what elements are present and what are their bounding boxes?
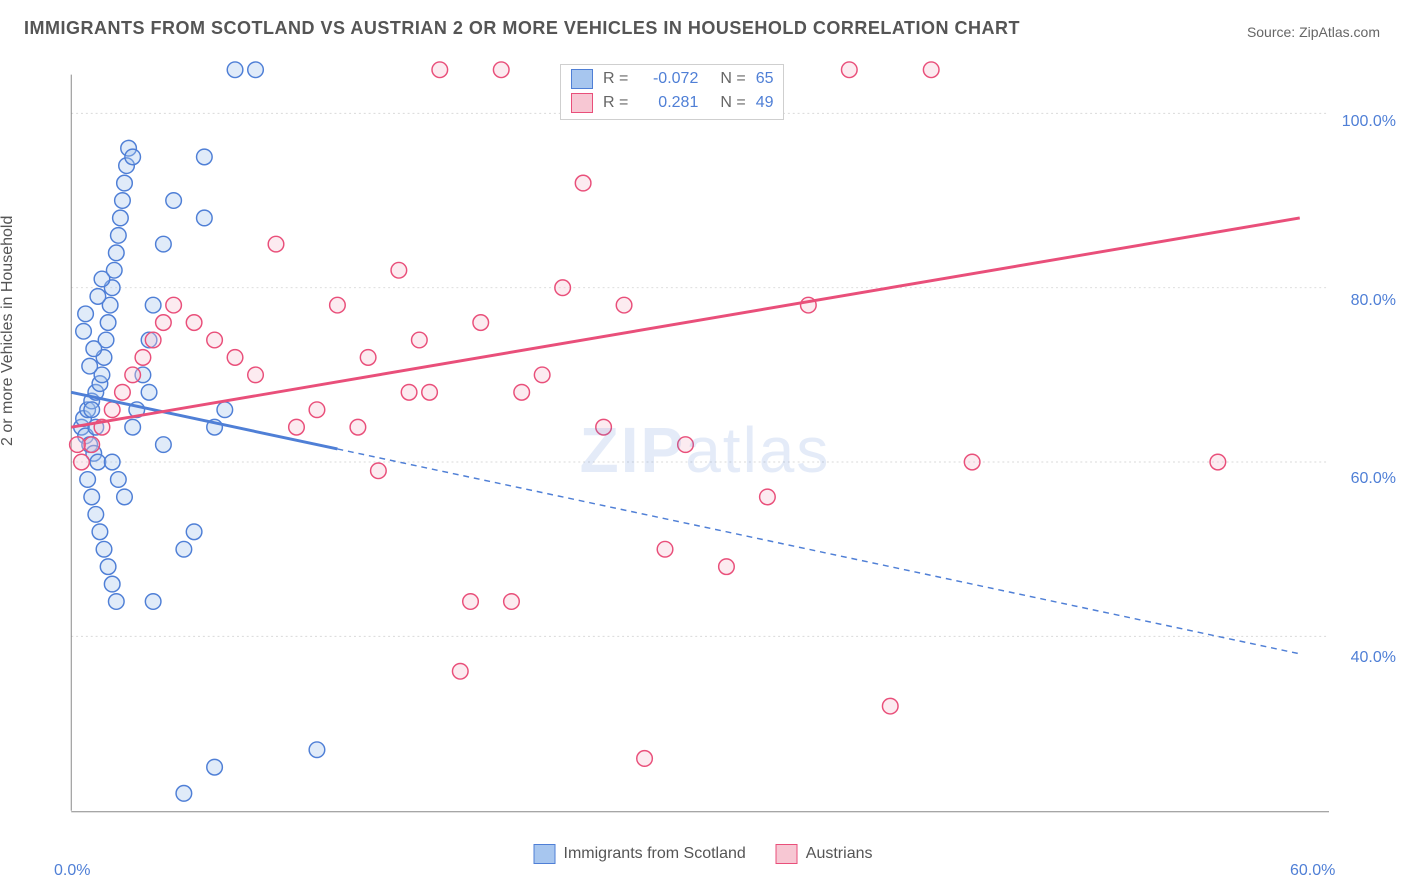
legend-n-label: N =	[720, 94, 745, 112]
legend-r-value: 0.281	[638, 94, 698, 112]
legend-n-value: 49	[756, 94, 774, 112]
legend-n-value: 65	[756, 70, 774, 88]
legend-series-label: Austrians	[806, 845, 873, 863]
legend-swatch	[534, 844, 556, 864]
plot-area: ZIPatlas	[50, 60, 1360, 840]
legend-series-label: Immigrants from Scotland	[564, 845, 746, 863]
legend-series-item: Austrians	[776, 844, 873, 864]
legend-series: Immigrants from Scotland Austrians	[534, 844, 873, 864]
y-tick-label: 40.0%	[1351, 649, 1396, 667]
legend-correlation-row: R = 0.281 N = 49	[571, 91, 773, 115]
y-tick-label: 100.0%	[1342, 113, 1396, 131]
chart-title: IMMIGRANTS FROM SCOTLAND VS AUSTRIAN 2 O…	[24, 18, 1020, 39]
source-label: Source: ZipAtlas.com	[1247, 24, 1380, 40]
legend-correlation-row: R = -0.072 N = 65	[571, 67, 773, 91]
legend-swatch	[571, 93, 593, 113]
legend-n-label: N =	[720, 70, 745, 88]
legend-r-value: -0.072	[638, 70, 698, 88]
y-tick-label: 80.0%	[1351, 292, 1396, 310]
x-axis-tick-labels: 0.0% 60.0%	[50, 862, 1360, 886]
x-tick-label: 60.0%	[1290, 862, 1335, 880]
legend-swatch	[571, 69, 593, 89]
legend-r-label: R =	[603, 70, 628, 88]
legend-r-label: R =	[603, 94, 628, 112]
y-axis-tick-labels: 40.0% 60.0% 80.0% 100.0%	[1326, 60, 1396, 840]
watermark: ZIPatlas	[580, 413, 831, 487]
x-tick-label: 0.0%	[54, 862, 90, 880]
y-tick-label: 60.0%	[1351, 470, 1396, 488]
legend-correlation: R = -0.072 N = 65 R = 0.281 N = 49	[560, 64, 784, 120]
legend-series-item: Immigrants from Scotland	[534, 844, 746, 864]
y-axis-label: 2 or more Vehicles in Household	[0, 216, 17, 446]
legend-swatch	[776, 844, 798, 864]
